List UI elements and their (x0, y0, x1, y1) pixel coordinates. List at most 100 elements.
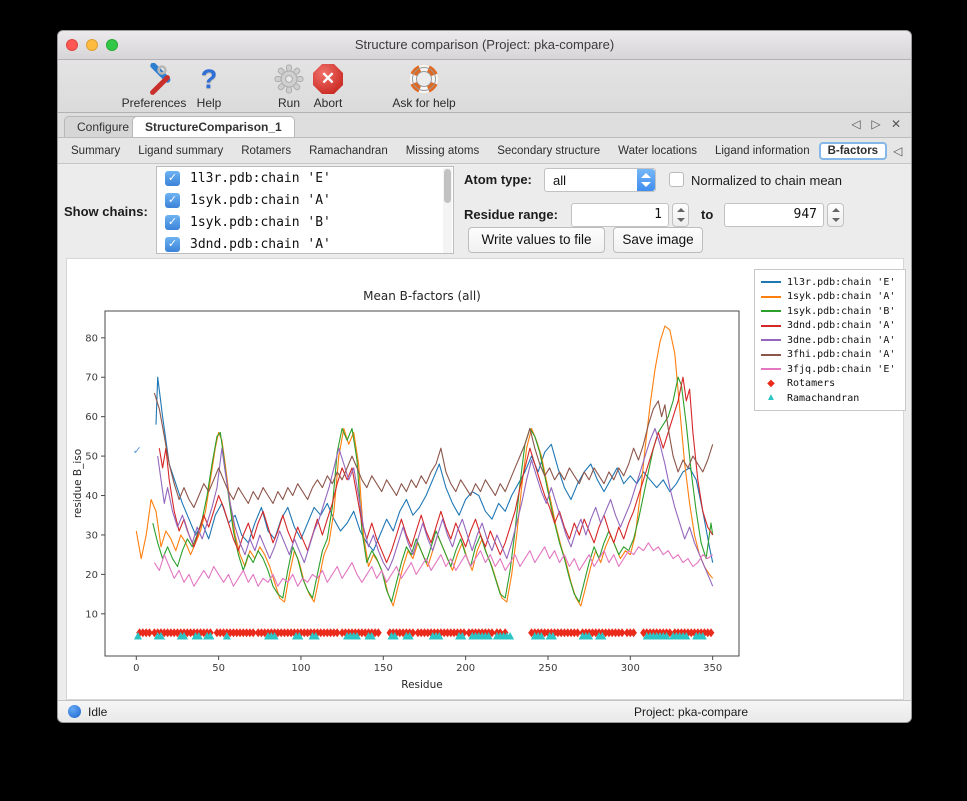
run-button[interactable]: Run (270, 62, 308, 110)
minimize-window-button[interactable] (86, 39, 98, 51)
legend-entry: 3dnd.pdb:chain 'A' (761, 319, 899, 334)
chain-list-item[interactable]: ✓ 3dnd.pdb:chain 'A' (157, 233, 453, 253)
status-text: Idle (88, 705, 108, 719)
triangle-marker-icon: ▲ (766, 392, 776, 404)
help-question-icon: ? (200, 64, 218, 94)
legend-line-swatch (761, 339, 781, 342)
stray-check-mark: ✓ (133, 444, 142, 457)
atom-type-value: all (553, 172, 567, 188)
subtab-secondary-structure[interactable]: Secondary structure (497, 144, 601, 157)
subtab-scroll-right-icon[interactable]: ▷ (908, 144, 911, 158)
status-bar: Idle Project: pka-compare (58, 700, 911, 722)
tab-scroll-left-icon[interactable]: ◁ (851, 117, 861, 131)
residue-to-word: to (701, 207, 714, 222)
window-tab-bar: Configure StructureComparison_1 ◁ ▷ ✕ (58, 113, 911, 138)
chain-label: 1l3r.pdb:chain 'E' (190, 170, 331, 186)
svg-text:Residue: Residue (401, 679, 442, 691)
legend-line-swatch (761, 353, 781, 356)
legend-line-swatch (761, 281, 781, 284)
preferences-button[interactable]: Preferences (120, 62, 188, 110)
toolbar: Preferences ? Help (58, 60, 911, 113)
subtab-ligand-information[interactable]: Ligand information (714, 144, 810, 157)
dropdown-stepper-icon (637, 169, 655, 191)
svg-text:70: 70 (85, 373, 98, 384)
residue-to-stepper[interactable] (827, 203, 844, 227)
chain-checkbox[interactable]: ✓ (165, 236, 180, 252)
save-image-button[interactable]: Save image (613, 227, 703, 253)
legend-entry: 3dne.pdb:chain 'A' (761, 333, 899, 348)
window-title: Structure comparison (Project: pka-compa… (354, 37, 615, 52)
chart-panel: 10 20 30 40 50 60 70 80 0 50 100 150 200 250 300 350 Mea… (66, 258, 906, 700)
svg-text:350: 350 (703, 663, 722, 674)
svg-text:100: 100 (291, 663, 310, 674)
subtab-ramachandran[interactable]: Ramachandran (309, 144, 388, 157)
legend-entry: 1syk.pdb:chain 'B' (761, 304, 899, 319)
tab-configure[interactable]: Configure (64, 116, 143, 137)
svg-text:0: 0 (133, 663, 139, 674)
chain-checkbox[interactable]: ✓ (165, 192, 180, 208)
svg-text:150: 150 (374, 663, 393, 674)
svg-text:200: 200 (456, 663, 475, 674)
residue-from-stepper[interactable] (672, 203, 689, 227)
svg-text:residue B_iso: residue B_iso (72, 449, 84, 518)
atom-type-dropdown[interactable]: all (544, 168, 656, 192)
subtab-scroll-left-icon[interactable]: ◁ (893, 143, 903, 158)
svg-text:80: 80 (85, 333, 98, 344)
app-window: Structure comparison (Project: pka-compa… (57, 30, 912, 723)
close-window-button[interactable] (66, 39, 78, 51)
help-button[interactable]: ? Help (192, 62, 226, 110)
svg-text:30: 30 (85, 530, 98, 541)
status-project: Project: pka-compare (634, 705, 749, 719)
legend-line-swatch (761, 295, 781, 298)
sub-tab-bar: Summary Ligand summary Rotamers Ramachandra… (58, 138, 911, 164)
tab-scroll-right-icon[interactable]: ▷ (871, 117, 881, 131)
tab-close-icon[interactable]: ✕ (890, 117, 902, 131)
legend-entry: 1l3r.pdb:chain 'E' (761, 275, 899, 290)
subtab-missing-atoms[interactable]: Missing atoms (405, 144, 480, 157)
chain-list-item[interactable]: ✓ 1syk.pdb:chain 'A' (157, 189, 453, 211)
svg-text:40: 40 (85, 491, 98, 502)
subtab-ligand-summary[interactable]: Ligand summary (138, 144, 224, 157)
subtab-rotamers[interactable]: Rotamers (241, 144, 292, 157)
svg-text:20: 20 (85, 570, 98, 581)
subtab-summary[interactable]: Summary (71, 144, 121, 157)
subtab-water-locations[interactable]: Water locations (618, 144, 697, 157)
status-idle-icon (68, 705, 81, 718)
svg-text:250: 250 (538, 663, 557, 674)
chain-list-scrollbar[interactable] (443, 168, 452, 253)
title-bar[interactable]: Structure comparison (Project: pka-compa… (58, 31, 911, 60)
legend-entry: 3fhi.pdb:chain 'A' (761, 348, 899, 363)
run-gear-icon (270, 62, 308, 96)
chain-label: 1syk.pdb:chain 'A' (190, 192, 331, 208)
abort-stop-icon: ✕ (306, 62, 350, 96)
legend-line-swatch (761, 310, 781, 313)
normalized-checkbox[interactable] (669, 172, 684, 187)
chain-label: 3dnd.pdb:chain 'A' (190, 236, 331, 252)
chain-checkbox[interactable]: ✓ (165, 214, 180, 230)
chain-list-item[interactable]: ✓ 1l3r.pdb:chain 'E' (157, 167, 453, 189)
svg-text:50: 50 (85, 452, 98, 463)
residue-range-label: Residue range: (464, 207, 558, 222)
abort-button[interactable]: ✕ Abort (306, 62, 350, 110)
tab-structure-comparison-1[interactable]: StructureComparison_1 (132, 116, 295, 137)
normalized-label: Normalized to chain mean (691, 173, 843, 188)
svg-text:300: 300 (621, 663, 640, 674)
legend-entry: 1syk.pdb:chain 'A' (761, 290, 899, 305)
zoom-window-button[interactable] (106, 39, 118, 51)
svg-text:Mean B-factors (all): Mean B-factors (all) (363, 289, 481, 303)
bfactors-panel: Show chains: ✓ 1l3r.pdb:chain 'E' ✓ 1syk.pd… (58, 164, 911, 704)
legend-line-swatch (761, 368, 781, 371)
residue-from-input[interactable]: 1 (571, 203, 669, 227)
subtab-b-factors[interactable]: B-factors (818, 141, 888, 160)
svg-text:10: 10 (85, 609, 98, 620)
ask-for-help-button[interactable]: Ask for help (384, 62, 464, 110)
legend-entry: ▲ Ramachandran (761, 391, 899, 406)
diamond-marker-icon: ◆ (767, 377, 775, 389)
chain-list-item[interactable]: ✓ 1syk.pdb:chain 'B' (157, 211, 453, 233)
write-values-button[interactable]: Write values to file (468, 227, 605, 253)
chain-list[interactable]: ✓ 1l3r.pdb:chain 'E' ✓ 1syk.pdb:chain 'A' ✓ 1… (156, 166, 454, 254)
chain-checkbox[interactable]: ✓ (165, 170, 180, 186)
svg-text:50: 50 (212, 663, 225, 674)
residue-to-input[interactable]: 947 (724, 203, 824, 227)
chain-label: 1syk.pdb:chain 'B' (190, 214, 331, 230)
